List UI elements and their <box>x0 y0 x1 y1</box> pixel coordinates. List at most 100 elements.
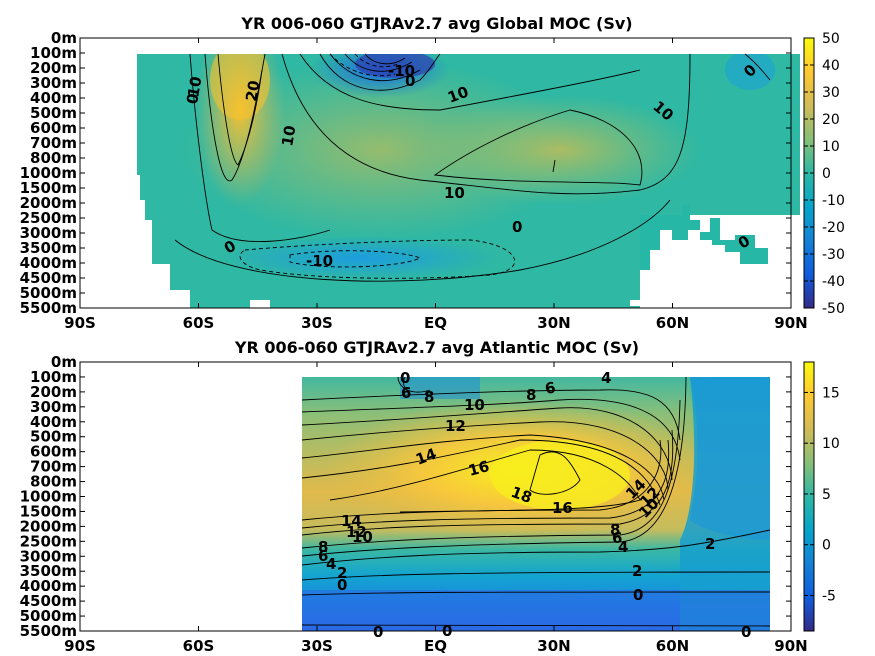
y-tick-label: 1000m <box>20 488 77 506</box>
svg-text:6: 6 <box>544 378 557 398</box>
svg-text:10: 10 <box>444 184 465 202</box>
atlantic-contour-labels: 0 6 8 10 12 14 16 18 16 8 6 4 14 12 10 1… <box>318 369 751 641</box>
atlantic-contours <box>301 376 771 627</box>
colorbar-tick-label: 0 <box>822 538 831 554</box>
svg-text:2: 2 <box>705 535 715 553</box>
y-tick-label: 400m <box>30 413 77 431</box>
y-tick-label: 0m <box>51 353 77 371</box>
x-tick-label: 30S <box>301 314 333 332</box>
svg-text:10: 10 <box>278 124 299 148</box>
colorbar-tick-label: 50 <box>822 31 840 47</box>
global-x-ticks: 90S 60S 30S EQ 30N 60N 90N <box>64 38 808 332</box>
svg-text:14: 14 <box>341 512 362 530</box>
y-tick-label: 5500m <box>20 299 77 317</box>
svg-text:-10: -10 <box>306 252 333 270</box>
colorbar-tick-label: -10 <box>822 193 845 209</box>
svg-text:8: 8 <box>318 538 328 556</box>
y-tick-label: 2500m <box>20 532 77 550</box>
svg-text:6: 6 <box>401 384 411 402</box>
atlantic-y-ticks: 0m100m200m300m400m500m600m700m800m1000m1… <box>20 353 791 640</box>
y-tick-label: 600m <box>30 443 77 461</box>
atlantic-x-ticks: 90S 60S 30S EQ 30N 60N 90N <box>64 362 808 655</box>
svg-text:0: 0 <box>400 369 410 387</box>
svg-text:-10: -10 <box>388 62 415 80</box>
global-y-ticks: 0m100m200m300m400m500m600m700m800m1000m1… <box>20 29 791 317</box>
x-tick-label: EQ <box>424 637 447 655</box>
y-tick-label: 5000m <box>20 607 77 625</box>
y-tick-label: 4000m <box>20 577 77 595</box>
svg-text:20: 20 <box>242 79 263 103</box>
y-tick-label: 100m <box>30 368 77 386</box>
svg-text:0: 0 <box>373 623 383 641</box>
y-tick-label: 3000m <box>20 224 77 242</box>
y-tick-label: 500m <box>30 104 77 122</box>
svg-text:8: 8 <box>424 388 434 406</box>
colorbar-tick-label: 5 <box>822 487 831 503</box>
y-tick-label: 300m <box>30 398 77 416</box>
x-tick-label: 60N <box>656 637 689 655</box>
svg-text:6: 6 <box>318 547 328 565</box>
y-tick-label: 5500m <box>20 622 77 640</box>
y-tick-label: 3500m <box>20 239 77 257</box>
svg-text:10: 10 <box>352 528 373 546</box>
y-tick-label: 500m <box>30 428 77 446</box>
global-moc-panel: YR 006-060 GTJRAv2.7 avg Global MOC (Sv) <box>20 14 845 332</box>
svg-text:10: 10 <box>464 396 485 414</box>
svg-text:0: 0 <box>512 218 522 236</box>
svg-text:16: 16 <box>466 457 491 480</box>
svg-text:8: 8 <box>526 386 536 404</box>
y-tick-label: 200m <box>30 59 77 77</box>
x-tick-label: EQ <box>424 314 447 332</box>
colorbar-tick-label: 10 <box>822 436 840 452</box>
y-tick-label: 3000m <box>20 547 77 565</box>
svg-text:0: 0 <box>183 92 203 105</box>
atlantic-colorbar <box>803 361 815 632</box>
svg-text:2: 2 <box>632 562 642 580</box>
global-colorbar-ticks: 50 40 30 20 10 0 -10 -20 -30 -40 -50 <box>804 31 845 317</box>
y-tick-label: 700m <box>30 134 77 152</box>
x-tick-label: 30N <box>537 314 570 332</box>
x-tick-label: 30S <box>301 637 333 655</box>
svg-text:4: 4 <box>601 369 611 387</box>
atlantic-field <box>302 377 770 631</box>
x-tick-label: 60N <box>656 314 689 332</box>
svg-text:2: 2 <box>337 564 347 582</box>
colorbar-tick-label: -5 <box>822 588 836 604</box>
y-tick-label: 1000m <box>20 164 77 182</box>
y-tick-label: 800m <box>30 473 77 491</box>
global-contours <box>174 53 771 282</box>
svg-text:10: 10 <box>184 75 205 99</box>
y-tick-label: 1500m <box>20 502 77 520</box>
y-tick-label: 1500m <box>20 179 77 197</box>
y-tick-label: 100m <box>30 44 77 62</box>
colorbar-tick-label: -30 <box>822 247 845 263</box>
colorbar-tick-label: 0 <box>822 166 831 182</box>
y-tick-label: 4500m <box>20 269 77 287</box>
y-tick-label: 2500m <box>20 209 77 227</box>
x-tick-label: 60S <box>183 637 215 655</box>
colorbar-tick-label: -40 <box>822 274 845 290</box>
colorbar-tick-label: 10 <box>822 139 840 155</box>
y-tick-label: 400m <box>30 89 77 107</box>
colorbar-tick-label: -20 <box>822 220 845 236</box>
atlantic-moc-panel: YR 006-060 GTJRAv2.7 avg Atlantic MOC (S… <box>20 338 840 655</box>
y-tick-label: 4000m <box>20 254 77 272</box>
svg-text:6: 6 <box>612 529 622 547</box>
colorbar-tick-label: 15 <box>822 385 840 401</box>
y-tick-label: 600m <box>30 119 77 137</box>
colorbar-tick-label: 30 <box>822 85 840 101</box>
svg-text:0: 0 <box>337 576 347 594</box>
svg-text:12: 12 <box>445 417 466 435</box>
colorbar-tick-label: -50 <box>822 301 845 317</box>
svg-text:0: 0 <box>405 72 415 90</box>
svg-text:4: 4 <box>326 555 336 573</box>
svg-text:4: 4 <box>618 538 628 556</box>
x-tick-label: 60S <box>183 314 215 332</box>
global-field <box>137 54 800 308</box>
y-tick-label: 300m <box>30 74 77 92</box>
y-tick-label: 2000m <box>20 194 77 212</box>
svg-text:12: 12 <box>346 523 367 541</box>
colorbar-tick-label: 20 <box>822 112 840 128</box>
x-tick-label: 90S <box>64 314 96 332</box>
